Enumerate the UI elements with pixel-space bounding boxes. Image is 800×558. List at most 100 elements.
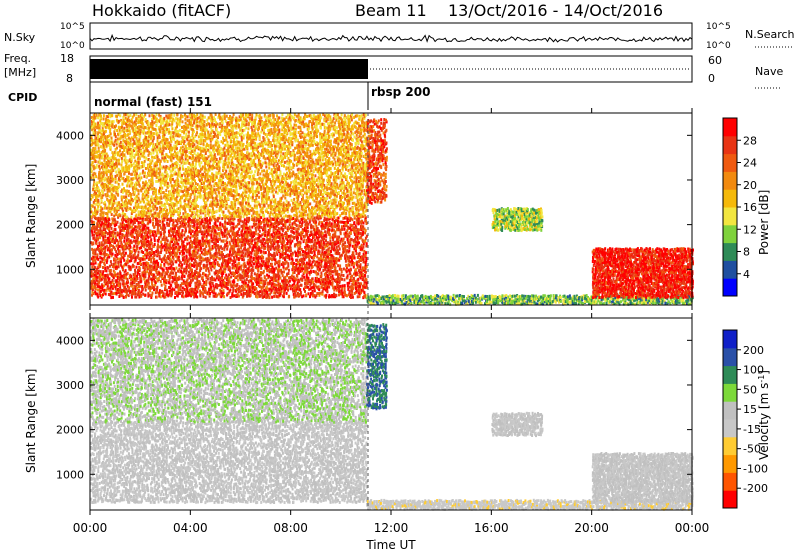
data-cell (101, 171, 103, 174)
data-cell (291, 275, 293, 278)
data-cell (325, 294, 327, 297)
data-cell (195, 260, 197, 263)
data-cell (331, 225, 333, 228)
data-cell (353, 277, 355, 280)
data-cell (124, 224, 126, 227)
data-cell (325, 239, 327, 242)
data-cell (120, 261, 122, 264)
data-cell (269, 229, 271, 232)
data-cell (164, 227, 166, 230)
data-cell (221, 217, 223, 220)
data-cell (348, 235, 350, 238)
data-cell (209, 272, 211, 275)
data-cell (204, 249, 206, 252)
data-cell (248, 249, 250, 252)
data-cell (131, 250, 133, 253)
data-cell (98, 270, 100, 273)
data-cell (362, 231, 364, 234)
data-cell (110, 146, 112, 149)
data-cell (358, 241, 360, 244)
data-cell (131, 226, 133, 229)
data-cell (154, 239, 156, 242)
data-cell (257, 291, 259, 294)
data-cell (322, 290, 324, 293)
data-cell (170, 234, 172, 237)
data-cell (166, 267, 168, 270)
data-cell (353, 266, 355, 269)
data-cell (341, 225, 343, 228)
data-cell (210, 236, 212, 239)
data-cell (205, 274, 207, 277)
data-cell (295, 278, 297, 281)
data-cell (322, 278, 324, 281)
cpid-label: CPID (8, 91, 37, 104)
data-cell (118, 159, 120, 162)
data-cell (239, 286, 241, 289)
data-cell (151, 248, 153, 251)
data-cell (202, 276, 204, 279)
data-cell (153, 234, 155, 237)
data-cell (348, 282, 350, 285)
data-cell (225, 239, 227, 242)
data-cell (178, 268, 180, 271)
data-cell (326, 249, 328, 252)
data-cell (196, 226, 198, 229)
data-cell (112, 221, 114, 224)
data-cell (209, 229, 211, 232)
data-cell (338, 288, 340, 291)
data-cell (99, 203, 101, 206)
data-cell (159, 220, 161, 223)
data-cell (298, 227, 300, 230)
data-cell (322, 269, 324, 272)
data-cell (365, 229, 367, 232)
data-cell (96, 293, 98, 296)
data-cell (112, 253, 114, 256)
data-cell (314, 239, 316, 242)
data-cell (96, 114, 98, 117)
data-cell (96, 242, 98, 245)
data-cell (108, 124, 110, 127)
data-cell (205, 257, 207, 260)
data-cell (238, 295, 240, 298)
data-cell (152, 292, 154, 295)
data-cell (167, 243, 169, 246)
data-cell (92, 251, 94, 254)
data-cell (133, 249, 135, 252)
data-cell (236, 288, 238, 291)
data-cell (271, 243, 273, 246)
data-cell (207, 267, 209, 270)
station-title: Hokkaido (fitACF) (92, 1, 231, 20)
data-cell (273, 295, 275, 298)
data-cell (237, 270, 239, 273)
data-cell (344, 228, 346, 231)
data-cell (139, 285, 141, 288)
data-cell (116, 159, 118, 162)
data-cell (311, 251, 313, 254)
data-cell (108, 218, 110, 221)
data-cell (202, 292, 204, 295)
data-cell (221, 277, 223, 280)
data-cell (301, 284, 303, 287)
data-cell (308, 266, 310, 269)
data-cell (262, 292, 264, 295)
data-cell (104, 183, 106, 186)
data-cell (174, 296, 176, 299)
data-cell (235, 239, 237, 242)
data-cell (95, 155, 97, 158)
data-cell (254, 250, 256, 253)
data-cell (102, 163, 104, 166)
data-cell (119, 249, 121, 252)
data-cell (360, 291, 362, 294)
data-cell (227, 245, 229, 248)
data-cell (102, 122, 104, 125)
data-cell (160, 295, 162, 298)
data-cell (140, 295, 142, 298)
data-cell (110, 260, 112, 263)
data-cell (118, 185, 120, 188)
data-cell (260, 281, 262, 284)
data-cell (109, 161, 111, 164)
data-cell (92, 151, 94, 154)
data-cell (296, 259, 298, 262)
data-cell (256, 273, 258, 276)
data-cell (255, 237, 257, 240)
